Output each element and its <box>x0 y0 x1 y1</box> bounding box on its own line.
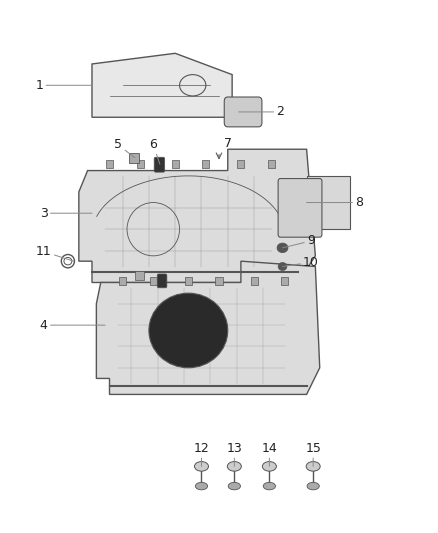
Ellipse shape <box>195 482 208 490</box>
Bar <box>150 277 157 285</box>
Bar <box>119 277 126 285</box>
Text: 7: 7 <box>219 138 232 157</box>
Bar <box>268 160 275 168</box>
Bar <box>202 160 209 168</box>
Text: 6: 6 <box>149 139 160 164</box>
Bar <box>106 160 113 168</box>
Text: 10: 10 <box>283 256 319 269</box>
Bar <box>237 160 244 168</box>
Text: 15: 15 <box>305 442 321 466</box>
Bar <box>137 160 144 168</box>
FancyBboxPatch shape <box>154 157 165 172</box>
Bar <box>215 277 223 285</box>
Ellipse shape <box>194 462 208 471</box>
Bar <box>185 277 192 285</box>
Text: 8: 8 <box>307 196 363 209</box>
Ellipse shape <box>262 462 276 471</box>
Polygon shape <box>96 261 320 394</box>
FancyBboxPatch shape <box>157 274 167 288</box>
Text: 4: 4 <box>40 319 105 332</box>
Polygon shape <box>307 176 350 229</box>
Text: 1: 1 <box>35 79 92 92</box>
Ellipse shape <box>306 462 320 471</box>
Text: 13: 13 <box>226 442 242 466</box>
Ellipse shape <box>307 482 319 490</box>
Bar <box>251 277 258 285</box>
Ellipse shape <box>227 462 241 471</box>
FancyBboxPatch shape <box>278 179 322 237</box>
Ellipse shape <box>263 482 276 490</box>
Ellipse shape <box>149 293 228 368</box>
Bar <box>135 271 144 280</box>
Bar <box>129 153 139 163</box>
Ellipse shape <box>228 482 240 490</box>
Ellipse shape <box>278 263 287 271</box>
Text: 9: 9 <box>283 235 315 248</box>
Polygon shape <box>79 149 315 282</box>
Polygon shape <box>92 53 232 117</box>
Text: 12: 12 <box>194 442 209 466</box>
Text: 11: 11 <box>36 245 74 261</box>
Text: 14: 14 <box>261 442 277 466</box>
Bar <box>172 160 179 168</box>
Ellipse shape <box>277 243 288 253</box>
Text: 3: 3 <box>40 207 92 220</box>
Text: 2: 2 <box>239 106 284 118</box>
FancyBboxPatch shape <box>224 97 262 127</box>
Text: 5: 5 <box>114 139 135 158</box>
Bar <box>281 277 288 285</box>
